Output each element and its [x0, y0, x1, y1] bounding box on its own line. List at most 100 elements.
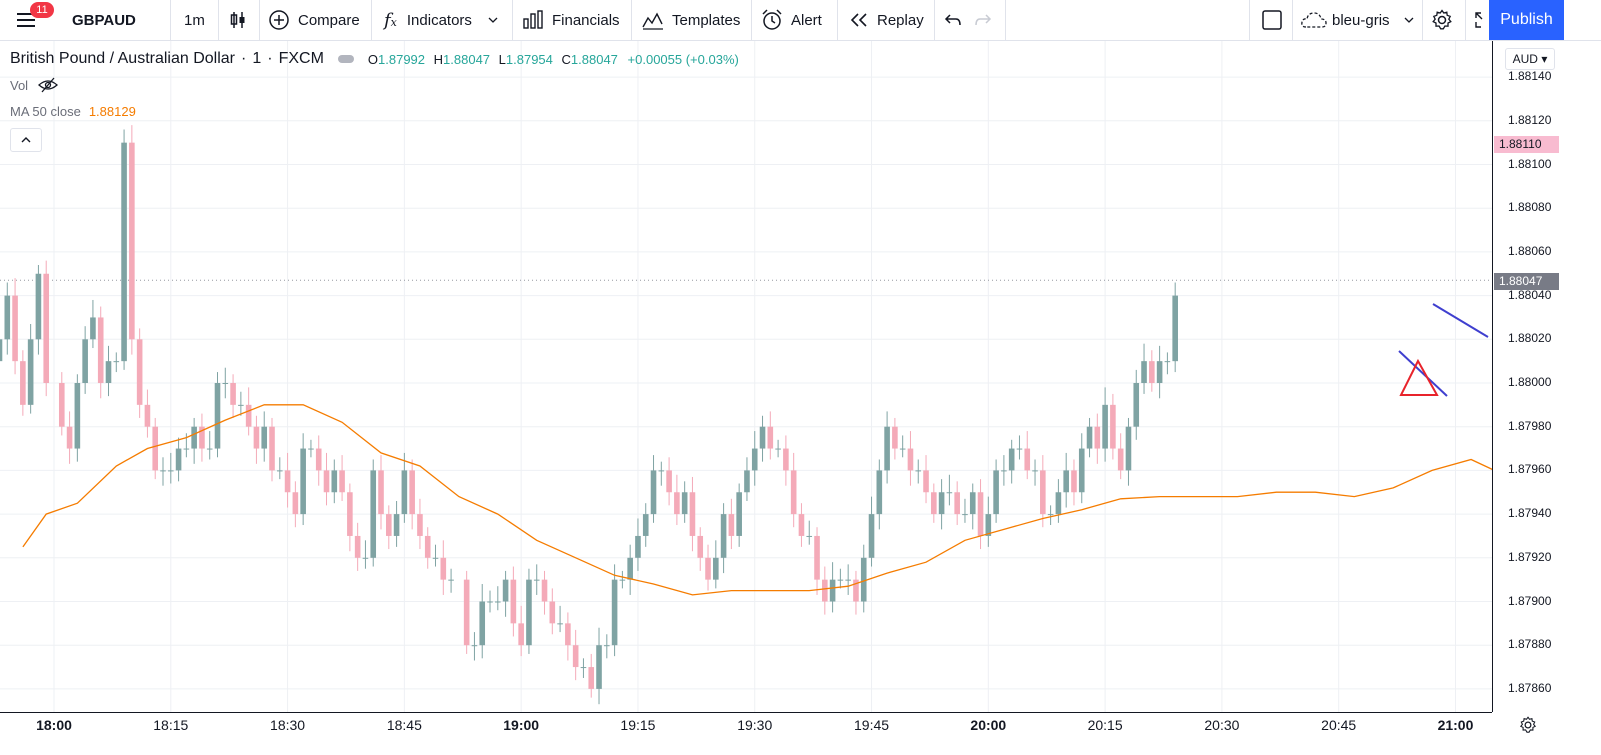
redo-button[interactable]	[974, 0, 992, 40]
candle-body	[565, 623, 571, 646]
top-toolbar: 11 GBPAUD 1m Compare fx Indicators Finan…	[0, 0, 1601, 41]
chevron-down-icon	[488, 17, 498, 23]
time-axis-label: 20:00	[970, 717, 1007, 733]
time-axis-label: 18:45	[386, 717, 422, 733]
candle-body	[1149, 361, 1155, 383]
candle-body	[884, 426, 890, 471]
candle-body	[931, 492, 937, 515]
price-axis-label: 1.88020	[1508, 331, 1552, 346]
price-axis-label: 1.87980	[1508, 418, 1552, 433]
volume-indicator-legend[interactable]: Vol	[10, 77, 59, 93]
candle-body	[666, 470, 672, 493]
fullscreen-button[interactable]	[1474, 0, 1488, 40]
time-axis-label: 19:30	[737, 717, 773, 733]
price-chart[interactable]	[0, 41, 1492, 712]
candle-body	[1094, 426, 1101, 449]
theme-label: bleu-gris	[1332, 11, 1390, 29]
candle-body	[160, 470, 166, 472]
candle-body	[580, 667, 587, 669]
alarm-clock-icon	[762, 9, 782, 30]
time-axis-label: 19:00	[503, 717, 540, 733]
gear-icon	[1432, 9, 1452, 30]
candle-body	[43, 273, 50, 383]
candle-body	[409, 470, 415, 515]
candle-body	[604, 645, 610, 647]
templates-label: Templates	[672, 11, 741, 29]
menu-button[interactable]	[16, 0, 38, 40]
price-axis-label: 1.88060	[1508, 243, 1552, 258]
triangle-drawing	[1399, 358, 1439, 396]
theme-selector[interactable]: bleu-gris	[1300, 0, 1414, 40]
candle-body	[744, 470, 750, 493]
time-axis[interactable]	[0, 712, 1492, 755]
candle-body	[378, 470, 384, 515]
candle-body	[129, 142, 135, 340]
candle-body	[354, 535, 361, 558]
ma-label: MA 50 close	[10, 104, 81, 119]
indicators-button[interactable]: fx Indicators	[384, 0, 498, 40]
symbol-legend: British Pound / Australian Dollar · 1 · …	[10, 50, 739, 67]
price-axis-label: 1.87900	[1508, 593, 1552, 608]
candle-body	[214, 383, 221, 449]
candle-body	[510, 579, 517, 624]
currency-selector[interactable]: AUD ▾	[1505, 48, 1555, 70]
candle-body	[463, 579, 470, 646]
candle-body	[199, 426, 205, 449]
candle-body	[58, 383, 65, 427]
candle-body	[167, 470, 174, 472]
vol-label: Vol	[10, 77, 29, 93]
candle-body	[136, 339, 143, 405]
compare-label: Compare	[298, 11, 360, 29]
candle-body	[814, 535, 820, 580]
candle-body	[238, 404, 244, 406]
ma-price-tag: 1.88110	[1494, 136, 1559, 153]
price-axis-label: 1.87860	[1508, 680, 1552, 695]
layout-button[interactable]	[1262, 0, 1282, 40]
financials-label: Financials	[552, 11, 620, 29]
templates-button[interactable]: Templates	[642, 0, 740, 40]
alert-button[interactable]: Alert	[761, 0, 822, 40]
chevron-up-icon	[21, 137, 31, 143]
axis-settings-button[interactable]	[1517, 714, 1539, 736]
candle-body	[1071, 470, 1077, 493]
symbol-search-button[interactable]: GBPAUD	[72, 11, 136, 29]
publish-button[interactable]: Publish	[1489, 0, 1564, 40]
replay-button[interactable]: Replay	[849, 0, 924, 40]
financials-button[interactable]: Financials	[522, 0, 620, 40]
time-axis-label: 19:15	[620, 717, 656, 733]
price-axis-label: 1.87920	[1508, 549, 1552, 564]
market-status-dot[interactable]	[337, 55, 354, 63]
eye-crossed-icon[interactable]	[38, 77, 59, 93]
undo-icon	[944, 14, 961, 26]
compare-button[interactable]: Compare	[268, 0, 360, 40]
candle-body	[541, 579, 548, 602]
candle-body	[977, 492, 984, 536]
candle-body	[347, 492, 353, 536]
ma-indicator-legend[interactable]: MA 50 close 1.88129	[10, 104, 136, 119]
price-axis-label: 1.87940	[1508, 506, 1552, 521]
hamburger-icon	[17, 13, 35, 27]
candle-body	[713, 557, 719, 580]
collapse-legend-button[interactable]	[10, 128, 42, 152]
time-axis-label: 20:45	[1321, 717, 1357, 733]
templates-icon	[642, 12, 663, 30]
candle-body	[82, 339, 88, 383]
candle-body	[175, 448, 182, 471]
candle-body	[697, 535, 704, 558]
candle-body	[230, 383, 236, 405]
candle-body	[588, 667, 595, 689]
settings-button[interactable]	[1431, 0, 1453, 40]
candle-body	[705, 557, 711, 580]
price-axis-label: 1.88100	[1508, 156, 1552, 171]
candle-body	[144, 404, 151, 427]
candle-body	[526, 579, 532, 646]
candle-body	[1117, 448, 1124, 471]
chart-style-button[interactable]	[228, 0, 248, 40]
candle-body	[1102, 404, 1108, 449]
candle-body	[222, 383, 229, 384]
candle-body	[611, 579, 618, 646]
interval-button[interactable]: 1m	[184, 11, 205, 29]
undo-button[interactable]	[944, 0, 962, 40]
candle-body	[362, 557, 369, 559]
candle-body	[1078, 448, 1085, 493]
